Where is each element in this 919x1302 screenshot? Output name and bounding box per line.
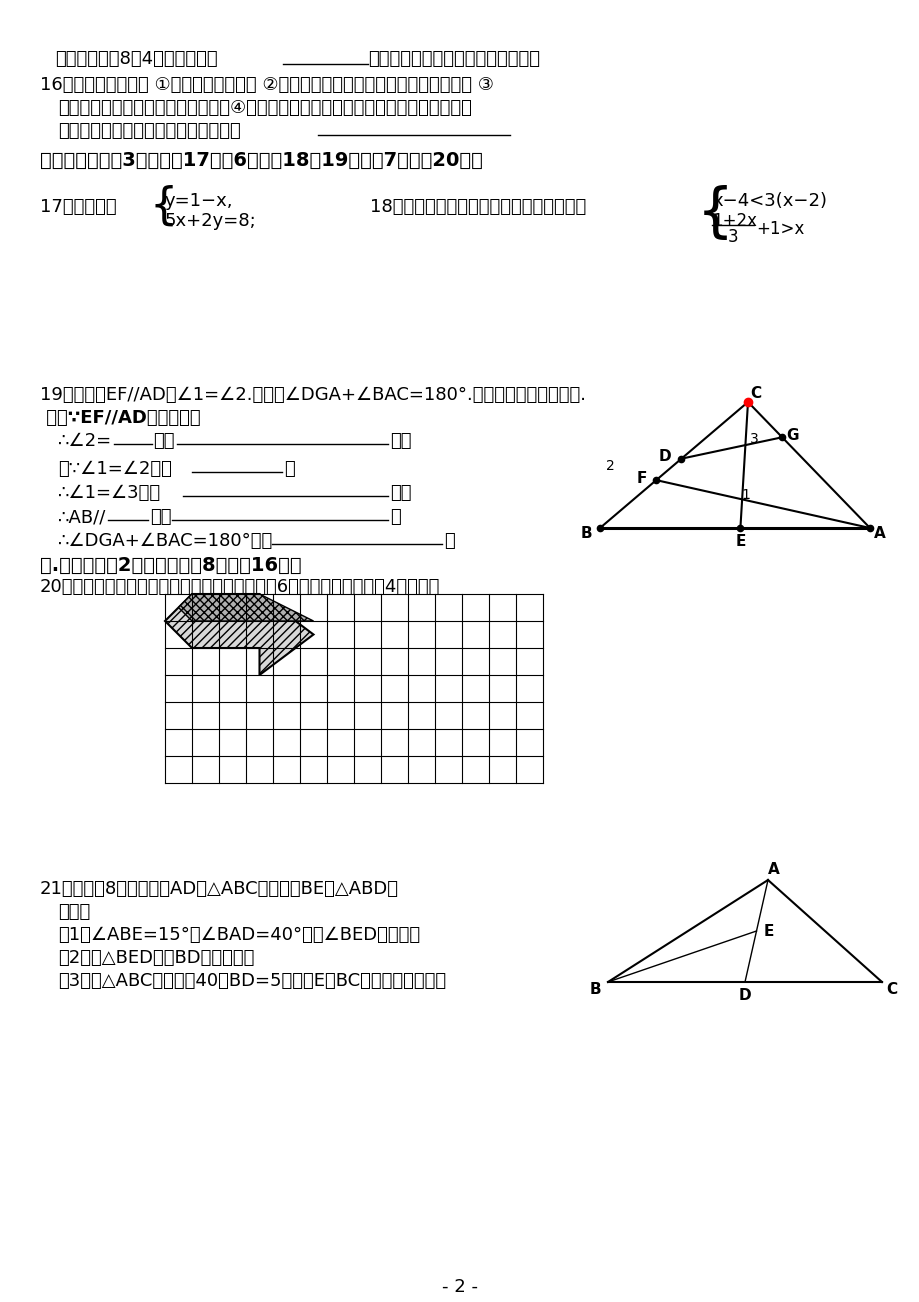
Text: C: C [886, 982, 897, 996]
Text: D: D [658, 449, 671, 465]
Text: ）: ） [390, 508, 401, 526]
Text: 3: 3 [727, 228, 738, 246]
Text: ）: ） [284, 460, 294, 478]
Text: 认为是真命题的命题的序号填在横线上: 认为是真命题的命题的序号填在横线上 [58, 122, 241, 141]
Text: ．（: ．（ [153, 432, 175, 450]
Text: 5x+2y=8;: 5x+2y=8; [165, 212, 256, 230]
Text: （1）∠ABE=15°，∠BAD=40°，求∠BED的度数；: （1）∠ABE=15°，∠BAD=40°，求∠BED的度数； [58, 926, 420, 944]
Text: F: F [636, 470, 647, 486]
Polygon shape [165, 594, 313, 674]
Text: 同一种四边形一定能进行平面镶嵌；④垂直于同一条直线的两条直线互相垂直。请把你: 同一种四边形一定能进行平面镶嵌；④垂直于同一条直线的两条直线互相垂直。请把你 [58, 99, 471, 117]
Text: B: B [588, 982, 600, 996]
Text: A: A [873, 526, 885, 542]
Text: ）．: ）． [390, 484, 411, 503]
Text: {: { [150, 185, 178, 228]
Text: 16、有下列四个命题 ①相等的角是对顶角 ②两条直线被第三条直线所截，同位角相等 ③: 16、有下列四个命题 ①相等的角是对顶角 ②两条直线被第三条直线所截，同位角相等… [40, 76, 494, 94]
Text: C: C [750, 387, 761, 401]
Text: {: { [697, 185, 733, 242]
Text: 17、解方程组: 17、解方程组 [40, 198, 117, 216]
Text: 位置上落子，才不会让乙马上获胜。: 位置上落子，才不会让乙马上获胜。 [368, 49, 539, 68]
Text: x−4<3(x−2): x−4<3(x−2) [711, 191, 826, 210]
Text: （3）若△ABC的面积为40，BD=5，则点E到BC边的距离为多少？: （3）若△ABC的面积为40，BD=5，则点E到BC边的距离为多少？ [58, 973, 446, 990]
Text: ∴∠1=∠3，（: ∴∠1=∠3，（ [58, 484, 161, 503]
Text: ）: ） [444, 533, 454, 549]
Text: B: B [580, 526, 591, 542]
Text: 的位置记做（8，4），甲必须在: 的位置记做（8，4），甲必须在 [55, 49, 218, 68]
Text: 19、如图，EF//AD，∠1=∠2.说明：∠DGA+∠BAC=180°.请将说明过程填写完成.: 19、如图，EF//AD，∠1=∠2.说明：∠DGA+∠BAC=180°.请将说… [40, 385, 585, 404]
Text: +1>x: +1>x [755, 220, 803, 238]
Text: 18、解不等式组，并把解集表示在数轴上。: 18、解不等式组，并把解集表示在数轴上。 [369, 198, 585, 216]
Text: 三、（本大题共3小题，第17小题6分，第18，19小题各7分，共20分）: 三、（本大题共3小题，第17小题6分，第18，19小题各7分，共20分） [40, 151, 482, 171]
Text: 解：∵EF//AD，（已知）: 解：∵EF//AD，（已知） [40, 409, 200, 427]
Text: （2）在△BED中作BD边上的高；: （2）在△BED中作BD边上的高； [58, 949, 254, 967]
Text: ∴AB//: ∴AB// [58, 508, 107, 526]
Text: ∴∠DGA+∠BAC=180°．（: ∴∠DGA+∠BAC=180°．（ [58, 533, 273, 549]
Text: ∴∠2=: ∴∠2= [58, 432, 112, 450]
Text: E: E [763, 923, 773, 939]
Text: 2: 2 [606, 458, 614, 473]
Text: 20、按要求画图：将下图中的阴影部分向右平移6个单位，再向下平移4个单位。: 20、按要求画图：将下图中的阴影部分向右平移6个单位，再向下平移4个单位。 [40, 578, 440, 596]
Text: 四.（本大题共2小题，每小题8分，共16分）: 四.（本大题共2小题，每小题8分，共16分） [40, 556, 301, 575]
Text: D: D [738, 988, 751, 1004]
Text: G: G [785, 428, 798, 443]
Text: 1+2x: 1+2x [711, 212, 756, 230]
Text: 1: 1 [741, 488, 750, 503]
Text: - 2 -: - 2 - [441, 1279, 478, 1295]
Text: 3: 3 [749, 432, 758, 447]
Polygon shape [178, 594, 313, 621]
Text: A: A [767, 862, 779, 878]
Text: ）．: ）． [390, 432, 411, 450]
Text: E: E [734, 534, 744, 548]
Text: 又∵∠1=∠2，（: 又∵∠1=∠2，（ [58, 460, 172, 478]
Text: ，（: ，（ [150, 508, 171, 526]
Text: 21、（本题8分）如图，AD为△ABC的中线，BE为△ABD的: 21、（本题8分）如图，AD为△ABC的中线，BE为△ABD的 [40, 880, 399, 898]
Text: y=1−x,: y=1−x, [165, 191, 233, 210]
Text: 中线。: 中线。 [58, 904, 90, 921]
